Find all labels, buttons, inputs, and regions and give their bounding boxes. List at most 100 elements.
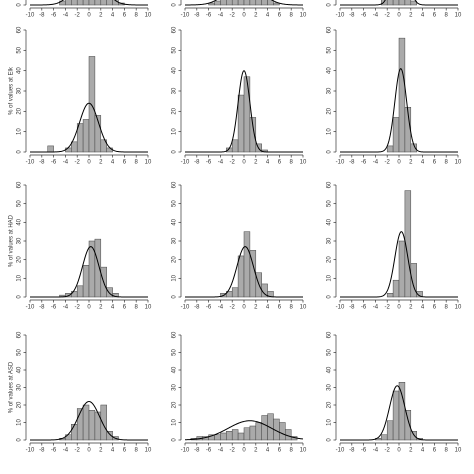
x-tick-label: 6	[123, 448, 127, 454]
bar	[386, 420, 394, 441]
y-tick-label: 20	[172, 401, 178, 408]
x-tick-label: 8	[290, 305, 294, 311]
y-tick-label: 60	[172, 181, 178, 188]
x-tick-label: 4	[421, 305, 425, 311]
y-tick-label: 30	[17, 237, 23, 244]
y-tick-label: 10	[17, 128, 23, 135]
x-tick-label: 10	[455, 305, 462, 311]
y-tick-label: 40	[17, 366, 23, 373]
x-tick-label: -10	[26, 13, 35, 19]
y-tick-label: 10	[17, 419, 23, 426]
x-tick-label: 10	[300, 305, 307, 311]
y-tick-label: 60	[327, 26, 333, 33]
x-tick-label: -8	[194, 160, 200, 166]
x-tick-label: 8	[135, 305, 139, 311]
panel: -10 -8 -6 -4 -2 0 2 4 6 8 10 0 10 20 30 40 50 60	[172, 26, 307, 166]
x-tick-label: 0	[397, 448, 401, 454]
panel: -10 -8 -6 -4 -2 0 2 4 6 8 10 0 10 20 30 40 50 60 % of valu…	[9, 331, 152, 454]
y-tick-label: 40	[17, 67, 23, 74]
bar	[410, 0, 417, 6]
y-tick-label: 10	[327, 128, 333, 135]
x-tick-label: 6	[278, 13, 282, 19]
bar	[410, 263, 417, 298]
x-tick-label: -4	[373, 13, 379, 19]
x-tick-label: -10	[336, 305, 345, 311]
panel: -10 -8 -6 -4 -2 0 2 4 6 8 10 0 10 20 30 40 50 60	[327, 331, 462, 454]
y-tick-label: 20	[327, 256, 333, 263]
bar	[226, 431, 233, 441]
x-tick-label: 10	[300, 160, 307, 166]
fit-curve	[340, 0, 458, 6]
x-tick-label: 0	[397, 305, 401, 311]
y-tick-label: 30	[172, 237, 178, 244]
y-tick-label: 10	[327, 274, 333, 281]
fit-curve	[30, 0, 148, 6]
y-tick-label: 10	[17, 274, 23, 281]
panel: -10 -8 -6 -4 -2 0 2 4 6 8 10 0 10 20 30 40 50 60	[172, 181, 307, 311]
x-tick-label: -6	[51, 305, 57, 311]
x-tick-label: 8	[445, 160, 449, 166]
x-tick-label: -10	[26, 448, 35, 454]
bar	[71, 0, 78, 6]
x-tick-label: 0	[242, 13, 246, 19]
panel: -10 -8 -6 -4 -2 0 2 4 6 8 10 0 10 20 30 40 50 60 % of valu…	[9, 26, 152, 166]
x-tick-label: -4	[63, 160, 69, 166]
y-tick-label: 50	[327, 46, 333, 53]
y-tick-label: 30	[17, 87, 23, 94]
bar	[386, 145, 394, 153]
bar	[410, 431, 417, 441]
x-tick-label: -2	[75, 448, 81, 454]
x-tick-label: 0	[87, 13, 91, 19]
x-tick-label: 6	[278, 160, 282, 166]
x-tick-label: 0	[87, 160, 91, 166]
y-tick-label: 50	[17, 200, 23, 207]
bar	[47, 145, 54, 153]
bar	[220, 0, 227, 6]
x-tick-label: 4	[266, 13, 270, 19]
x-tick-label: -4	[63, 305, 69, 311]
x-tick-label: 6	[123, 305, 127, 311]
x-tick-label: 6	[433, 305, 437, 311]
x-tick-label: 4	[111, 305, 115, 311]
fit-curve	[185, 0, 303, 6]
y-tick-label: 50	[17, 349, 23, 356]
bar	[404, 410, 412, 441]
bar	[82, 0, 90, 6]
bar	[82, 265, 90, 298]
y-tick-label: 10	[172, 419, 178, 426]
y-tick-label: 60	[172, 26, 178, 33]
bar	[392, 117, 400, 153]
x-tick-label: -6	[361, 448, 367, 454]
y-tick-label: 60	[17, 181, 23, 188]
x-tick-label: -8	[39, 448, 45, 454]
bar	[249, 117, 257, 153]
y-axis-label: % of values at HAD	[9, 214, 15, 267]
bar	[106, 0, 113, 6]
y-tick-label: 50	[327, 200, 333, 207]
x-tick-label: -8	[194, 13, 200, 19]
panel: -10 -8 -6 -4 -2 0 2 4 6 8 10 0 10 20 30 40 50 60	[172, 331, 307, 454]
x-tick-label: -10	[26, 305, 35, 311]
x-tick-label: -8	[349, 448, 355, 454]
x-tick-label: 0	[87, 305, 91, 311]
x-tick-label: -4	[218, 448, 224, 454]
y-tick-label: 60	[327, 181, 333, 188]
x-tick-label: 8	[290, 13, 294, 19]
x-tick-label: -8	[349, 305, 355, 311]
x-tick-label: -2	[230, 13, 236, 19]
x-tick-label: 10	[300, 448, 307, 454]
y-tick-label: 20	[327, 401, 333, 408]
bar	[392, 390, 400, 441]
bar	[404, 0, 412, 6]
x-tick-label: -2	[385, 160, 391, 166]
bar	[267, 0, 274, 6]
y-tick-label: 0	[327, 3, 333, 7]
x-tick-label: -2	[385, 305, 391, 311]
x-tick-label: 2	[254, 305, 258, 311]
x-tick-label: -6	[206, 448, 212, 454]
bar	[71, 424, 78, 441]
bar	[386, 293, 394, 298]
x-tick-label: -4	[373, 305, 379, 311]
bar	[214, 0, 221, 6]
bar	[76, 285, 84, 298]
